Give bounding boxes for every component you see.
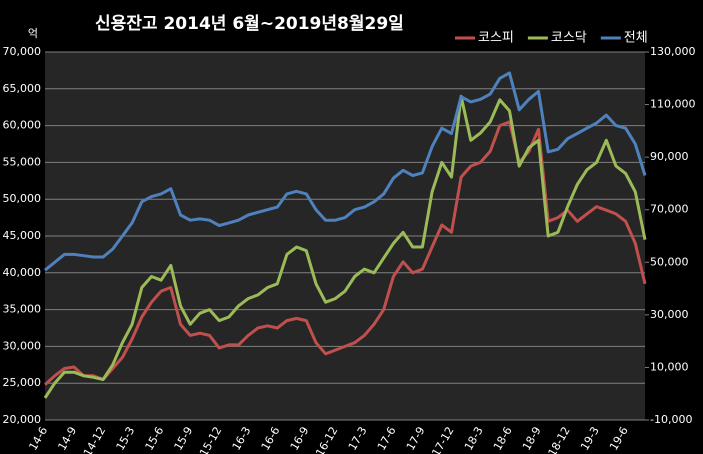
y2-tick-label: 90,000 [650,150,689,163]
x-tick-label: 17-12 [429,425,456,454]
y-tick-label: 25,000 [3,376,42,389]
y2-tick-label: 10,000 [650,360,689,373]
y-tick-label: 30,000 [3,339,42,352]
x-tick-label: 17-9 [404,425,428,453]
y-tick-label: 45,000 [3,229,42,242]
x-tick-label: 18-12 [546,425,573,454]
x-tick-label: 15-9 [172,425,196,453]
x-tick-label: 19-6 [607,425,631,453]
y-tick-label: 35,000 [3,303,42,316]
y2-tick-label: -10,000 [650,413,692,426]
x-tick-label: 16-12 [313,425,340,454]
x-tick-label: 17-3 [346,425,370,453]
x-tick-label: 18-3 [462,425,486,453]
x-tick-label: 16-6 [259,425,283,453]
x-tick-label: 18-9 [520,425,544,453]
x-tick-label: 15-3 [114,425,138,453]
x-tick-label: 15-6 [143,425,167,453]
y-tick-label: 65,000 [3,82,42,95]
y-tick-label: 70,000 [3,45,42,58]
y2-tick-label: 110,000 [650,98,696,111]
x-tick-label: 14-6 [26,425,50,453]
legend-label: 전체 [624,31,648,46]
y-tick-label: 40,000 [3,266,42,279]
legend-label: 코스닥 [551,31,587,46]
y-axis-label: 억 [28,27,38,40]
y-tick-label: 55,000 [3,155,42,168]
y2-tick-label: 50,000 [650,255,689,268]
series-line [44,71,647,272]
y2-tick-label: 30,000 [650,308,689,321]
legend-label: 코스피 [478,31,514,46]
y-tick-label: 20,000 [3,413,42,426]
y2-tick-label: 70,000 [650,203,689,216]
x-tick-label: 14-12 [81,425,108,454]
series-line [43,94,647,399]
x-tick-label: 16-9 [288,425,312,453]
x-tick-label: 16-3 [230,425,254,453]
x-tick-label: 17-6 [375,425,399,453]
x-tick-label: 19-3 [578,425,602,453]
y-tick-label: 50,000 [3,192,42,205]
x-tick-label: 14-9 [55,425,79,453]
y2-tick-label: 130,000 [650,45,696,58]
y-tick-label: 60,000 [3,119,42,132]
x-tick-label: 18-6 [491,424,515,452]
chart-title: 신용잔고 2014년 6월~2019년8월29일 [95,14,404,34]
x-tick-label: 15-12 [197,425,224,454]
